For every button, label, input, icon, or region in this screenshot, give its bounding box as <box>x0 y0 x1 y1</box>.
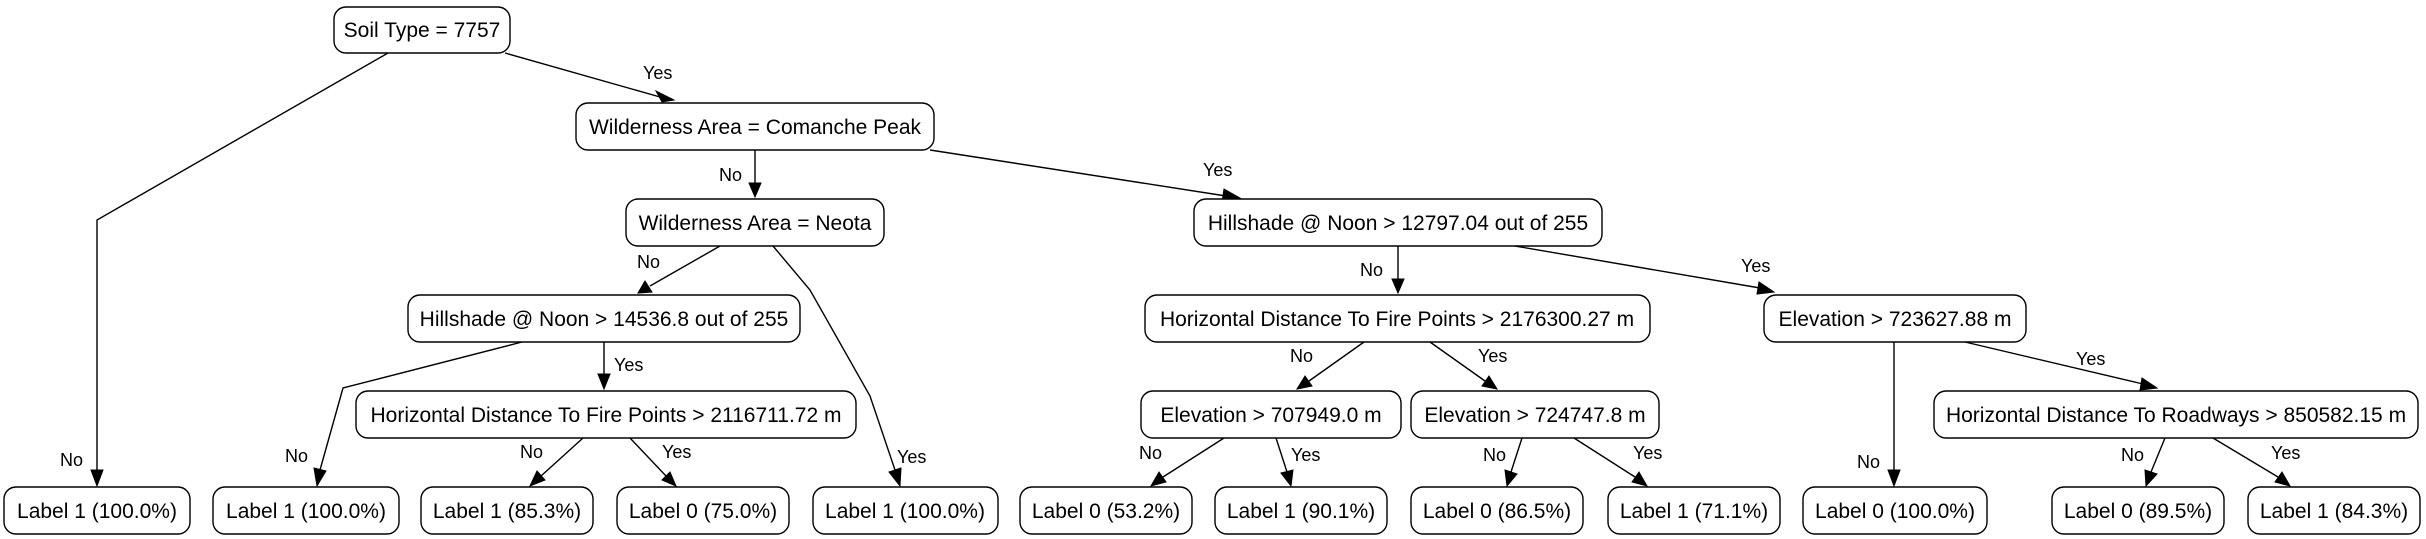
edge-n1-yes: Yes <box>504 52 676 103</box>
node-label: Horizontal Distance To Roadways > 850582… <box>1946 404 2406 427</box>
leaf-label: Label 1 (100.0%) <box>17 500 177 523</box>
edge-label-yes: Yes <box>897 447 926 467</box>
edge-label-yes: Yes <box>1741 256 1770 276</box>
node-label: Horizontal Distance To Fire Points > 211… <box>370 404 841 427</box>
leaf-node: Label 0 (89.5%) <box>2051 486 2225 535</box>
edge-label-no: No <box>719 165 742 185</box>
node-label: Hillshade @ Noon > 14536.8 out of 255 <box>420 308 789 331</box>
leaf-node: Label 1 (100.0%) <box>812 486 999 535</box>
edge-label-no: No <box>1483 445 1506 465</box>
node-label: Elevation > 723627.88 m <box>1779 308 2012 331</box>
edge-label-no: No <box>1290 346 1313 366</box>
leaf-label: Label 1 (85.3%) <box>433 500 581 523</box>
edge-n4-yes: Yes <box>1514 245 1776 295</box>
edge-n3-yes: Yes <box>772 245 926 488</box>
edge-label-yes: Yes <box>643 63 672 83</box>
node-label: Wilderness Area = Comanche Peak <box>589 116 922 139</box>
tree-node: Soil Type = 7757 <box>333 6 511 54</box>
tree-node: Hillshade @ Noon > 14536.8 out of 255 <box>407 294 801 343</box>
tree-node: Horizontal Distance To Roadways > 850582… <box>1933 390 2419 439</box>
leaf-node: Label 1 (90.1%) <box>1214 486 1388 535</box>
edge-n9-no: No <box>1139 437 1225 487</box>
edge-n11-no: No <box>2121 437 2166 488</box>
leaf-label: Label 1 (100.0%) <box>825 500 985 523</box>
leaf-node: Label 1 (85.3%) <box>420 486 594 535</box>
edge-label-yes: Yes <box>1291 445 1320 465</box>
edge-n4-no: No <box>1360 246 1405 295</box>
tree-node: Elevation > 724747.8 m <box>1410 390 1660 439</box>
leaf-node: Label 1 (100.0%) <box>212 486 400 535</box>
node-label: Wilderness Area = Neota <box>639 212 872 235</box>
tree-node: Wilderness Area = Neota <box>625 198 885 247</box>
edge-n6-yes: Yes <box>1429 341 1507 390</box>
edge-label-yes: Yes <box>614 355 643 375</box>
edge-n2-no: No <box>719 150 762 199</box>
edge-n5-no: No <box>285 341 523 488</box>
leaf-node: Label 0 (53.2%) <box>1019 486 1193 535</box>
edge-n10-yes: Yes <box>1573 437 1662 487</box>
edge-label-no: No <box>2121 445 2144 465</box>
leaf-label: Label 0 (53.2%) <box>1032 500 1180 523</box>
edge-label-yes: Yes <box>1203 160 1232 180</box>
tree-node: Horizontal Distance To Fire Points > 211… <box>355 390 857 439</box>
edge-label-no: No <box>285 446 308 466</box>
edge-label-no: No <box>520 442 543 462</box>
leaf-node: Label 0 (75.0%) <box>616 486 790 535</box>
leaf-node: Label 0 (86.5%) <box>1410 486 1584 535</box>
edge-label-yes: Yes <box>662 442 691 462</box>
tree-node: Hillshade @ Noon > 12797.04 out of 255 <box>1193 198 1603 247</box>
tree-node: Elevation > 707949.0 m <box>1140 390 1402 439</box>
node-label: Elevation > 707949.0 m <box>1160 404 1381 427</box>
node-label: Horizontal Distance To Fire Points > 217… <box>1160 308 1634 331</box>
edge-label-yes: Yes <box>1633 443 1662 463</box>
edge-label-no: No <box>1139 443 1162 463</box>
edge-n3-no: No <box>637 245 721 294</box>
leaf-label: Label 1 (84.3%) <box>2260 500 2408 523</box>
leaf-label: Label 1 (100.0%) <box>226 500 386 523</box>
tree-node: Horizontal Distance To Fire Points > 217… <box>1144 294 1651 343</box>
edge-n6-no: No <box>1290 341 1365 390</box>
edge-label-no: No <box>60 450 83 470</box>
leaf-node: Label 1 (100.0%) <box>3 486 191 535</box>
leaf-node: Label 1 (71.1%) <box>1607 486 1781 535</box>
leaf-label: Label 0 (86.5%) <box>1423 500 1571 523</box>
edge-n8-no: No <box>520 437 584 487</box>
leaf-label: Label 0 (75.0%) <box>629 500 777 523</box>
edge-label-yes: Yes <box>1478 346 1507 366</box>
node-label: Hillshade @ Noon > 12797.04 out of 255 <box>1208 212 1588 235</box>
edge-n8-yes: Yes <box>629 437 691 487</box>
tree-node: Wilderness Area = Comanche Peak <box>575 102 935 151</box>
leaf-node: Label 0 (100.0%) <box>1802 486 1988 535</box>
leaf-label: Label 0 (100.0%) <box>1815 500 1975 523</box>
edges: No Yes No Yes No Yes <box>60 52 2300 488</box>
edge-n7-yes: Yes <box>1964 341 2159 391</box>
leaf-label: Label 0 (89.5%) <box>2064 500 2212 523</box>
edge-n5-yes: Yes <box>597 342 643 391</box>
edge-label-no: No <box>637 252 660 272</box>
leaf-node: Label 1 (84.3%) <box>2247 486 2421 535</box>
tree-node: Elevation > 723627.88 m <box>1763 294 2027 343</box>
edge-n1-no: No <box>60 52 389 488</box>
edge-label-yes: Yes <box>2076 349 2105 369</box>
decision-nodes: Soil Type = 7757 Wilderness Area = Coman… <box>333 6 2419 439</box>
edge-n2-yes: Yes <box>929 149 1242 203</box>
node-label: Soil Type = 7757 <box>344 19 501 42</box>
node-label: Elevation > 724747.8 m <box>1424 404 1645 427</box>
leaf-label: Label 1 (90.1%) <box>1227 500 1375 523</box>
edge-n9-yes: Yes <box>1275 437 1320 488</box>
leaf-nodes: Label 1 (100.0%) Label 1 (100.0%) Label … <box>3 486 2421 535</box>
edge-label-no: No <box>1360 260 1383 280</box>
edge-label-yes: Yes <box>2271 443 2300 463</box>
edge-n7-no: No <box>1857 342 1901 488</box>
edge-n11-yes: Yes <box>2212 437 2300 487</box>
edge-n10-no: No <box>1483 437 1523 488</box>
edge-label-no: No <box>1857 452 1880 472</box>
leaf-label: Label 1 (71.1%) <box>1620 500 1768 523</box>
